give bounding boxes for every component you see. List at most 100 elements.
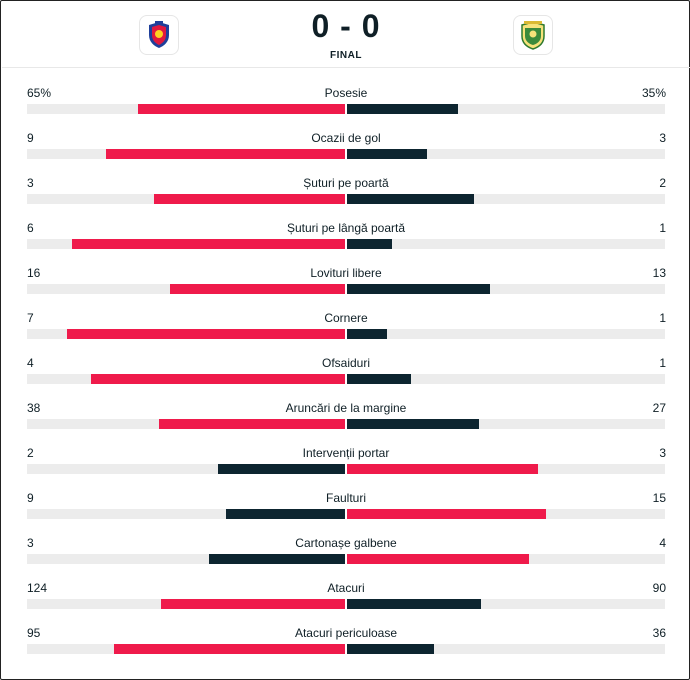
stat-home-track <box>27 104 345 114</box>
away-score: 0 <box>361 8 381 44</box>
stat-away-track <box>347 464 665 474</box>
stat-home-value: 95 <box>27 626 41 640</box>
stat-home-track <box>27 284 345 294</box>
stat-home-bar <box>106 149 345 159</box>
home-team-logo[interactable] <box>139 15 179 55</box>
stat-away-value: 2 <box>659 176 666 190</box>
stat-home-track <box>27 599 345 609</box>
stat-away-bar <box>347 374 411 384</box>
stat-name: Lovituri libere <box>310 266 382 280</box>
stat-home-bar <box>67 329 345 339</box>
stat-row: 3 Șuturi pe poartă 2 <box>1 173 690 218</box>
stat-away-track <box>347 284 665 294</box>
stat-away-value: 1 <box>659 221 666 235</box>
stat-name: Atacuri periculoase <box>294 626 398 640</box>
stat-row: 9 Ocazii de gol 3 <box>1 128 690 173</box>
stat-away-value: 36 <box>652 626 666 640</box>
stat-home-value: 124 <box>27 581 48 595</box>
stat-row: 65% Posesie 35% <box>1 83 690 128</box>
stat-away-bar <box>347 419 479 429</box>
stat-away-value: 1 <box>659 311 666 325</box>
stat-home-bar <box>218 464 345 474</box>
stat-name: Atacuri <box>327 581 365 595</box>
stat-name: Aruncări de la margine <box>285 401 407 415</box>
stat-home-bar <box>226 509 345 519</box>
stat-home-value: 6 <box>27 221 34 235</box>
stat-away-bar <box>347 464 538 474</box>
stat-away-bar <box>347 104 458 114</box>
stat-row: 16 Lovituri libere 13 <box>1 263 690 308</box>
stat-home-value: 4 <box>27 356 34 370</box>
stat-home-value: 65% <box>27 86 52 100</box>
stat-away-track <box>347 374 665 384</box>
stat-row: 38 Aruncări de la margine 27 <box>1 398 690 443</box>
stat-name: Faulturi <box>325 491 366 505</box>
stat-home-value: 9 <box>27 491 34 505</box>
stat-away-track <box>347 239 665 249</box>
stat-row: 7 Cornere 1 <box>1 308 690 353</box>
stat-away-track <box>347 104 665 114</box>
stat-home-track <box>27 239 345 249</box>
stat-name: Cornere <box>324 311 368 325</box>
scoreline: 0 - 0 <box>296 8 396 45</box>
stat-away-value: 3 <box>659 446 666 460</box>
stat-name: Cartonașe galbene <box>295 536 397 550</box>
stat-name: Intervenții portar <box>302 446 390 460</box>
stat-home-track <box>27 554 345 564</box>
score-separator: - <box>340 8 352 44</box>
stat-away-track <box>347 599 665 609</box>
stat-row: 4 Ofsaiduri 1 <box>1 353 690 398</box>
stat-away-value: 13 <box>652 266 666 280</box>
stat-home-track <box>27 329 345 339</box>
stat-away-value: 4 <box>659 536 666 550</box>
stat-home-value: 3 <box>27 536 34 550</box>
stat-home-bar <box>154 194 345 204</box>
stat-home-track <box>27 194 345 204</box>
stat-away-bar <box>347 554 529 564</box>
stat-home-value: 38 <box>27 401 41 415</box>
away-crest-icon <box>521 21 545 50</box>
away-team-logo[interactable] <box>513 15 553 55</box>
stat-home-track <box>27 374 345 384</box>
stat-away-track <box>347 149 665 159</box>
home-score: 0 <box>311 8 331 44</box>
stat-away-track <box>347 509 665 519</box>
stat-away-value: 15 <box>652 491 666 505</box>
home-crest-icon <box>149 21 169 48</box>
stat-name: Ocazii de gol <box>311 131 381 145</box>
stat-home-bar <box>114 644 345 654</box>
match-header: 0 - 0 FINAL <box>2 2 690 68</box>
stat-name: Șuturi pe lângă poartă <box>286 221 406 235</box>
stat-home-bar <box>91 374 345 384</box>
stat-home-bar <box>209 554 345 564</box>
stat-away-bar <box>347 149 427 159</box>
stat-home-track <box>27 149 345 159</box>
stat-home-value: 3 <box>27 176 34 190</box>
stat-away-track <box>347 419 665 429</box>
stat-row: 9 Faulturi 15 <box>1 488 690 533</box>
stat-row: 95 Atacuri periculoase 36 <box>1 623 690 668</box>
stat-away-bar <box>347 644 434 654</box>
stat-name: Posesie <box>324 86 368 100</box>
stat-home-value: 2 <box>27 446 34 460</box>
stat-away-bar <box>347 509 546 519</box>
stat-name: Șuturi pe poartă <box>303 176 389 190</box>
stat-home-value: 9 <box>27 131 34 145</box>
stat-away-track <box>347 194 665 204</box>
stat-home-bar <box>159 419 345 429</box>
stat-row: 2 Intervenții portar 3 <box>1 443 690 488</box>
stat-row: 3 Cartonașe galbene 4 <box>1 533 690 578</box>
stat-away-bar <box>347 284 490 294</box>
stat-name: Ofsaiduri <box>321 356 371 370</box>
stat-away-value: 3 <box>659 131 666 145</box>
stat-home-value: 16 <box>27 266 41 280</box>
stat-home-bar <box>170 284 345 294</box>
stat-home-track <box>27 464 345 474</box>
stat-away-track <box>347 554 665 564</box>
stat-away-value: 90 <box>652 581 666 595</box>
stat-away-bar <box>347 194 474 204</box>
stat-away-value: 27 <box>652 401 666 415</box>
match-status: FINAL <box>330 50 362 61</box>
stat-home-track <box>27 509 345 519</box>
